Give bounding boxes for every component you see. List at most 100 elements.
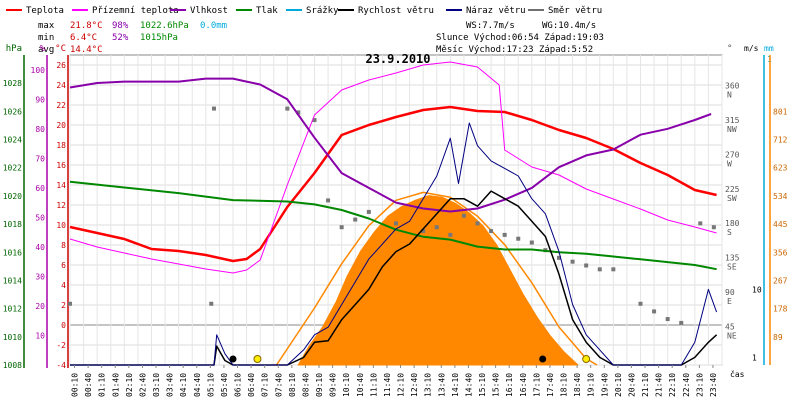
temp-axis-tick: -2 — [56, 341, 66, 350]
hpa-axis-tick: 1022 — [3, 164, 22, 173]
hpa-axis-tick: 1012 — [3, 305, 22, 314]
wind-speed-line — [70, 190, 718, 366]
stat-min-temp: 6.4°C — [70, 33, 97, 43]
humidity-axis-tick: 100 — [31, 66, 46, 75]
wind-direction-point — [516, 236, 521, 241]
x-tick-label: 00:40 — [84, 373, 93, 397]
pressure-line — [69, 180, 717, 271]
ground-temperature-line — [69, 61, 717, 274]
legend-vlhkost: Vlhkost — [190, 6, 228, 16]
x-tick-label: 20:40 — [627, 373, 636, 397]
wind-direction-point — [326, 198, 331, 203]
wind-direction-point — [679, 320, 684, 325]
direction-axis-label: ° — [727, 44, 732, 54]
x-tick-label: 08:10 — [288, 373, 297, 397]
x-tick-label: 21:40 — [655, 373, 664, 397]
temp-axis-tick: 14 — [56, 181, 66, 190]
x-tick-label: 15:40 — [492, 373, 501, 397]
direction-axis-tick: 225 — [725, 185, 740, 194]
wind-direction-point — [652, 309, 657, 314]
x-tick-label: 02:40 — [138, 373, 147, 397]
sunrise-marker-marker — [229, 355, 237, 363]
wind-direction-point — [502, 232, 507, 237]
temp-axis-tick: 18 — [56, 141, 66, 150]
x-tick-label: 05:10 — [206, 373, 215, 397]
stat-max-press: 1022.6hPa — [140, 21, 189, 31]
x-tick-label: 23:10 — [695, 373, 704, 397]
temp-axis-tick: 6 — [61, 261, 66, 270]
solar-theoretical-curve — [275, 191, 598, 366]
x-tick-label: 14:40 — [464, 373, 473, 397]
x-tick-label: 09:10 — [315, 373, 324, 397]
temp-axis-tick: 26 — [56, 61, 66, 70]
x-tick-label: 02:10 — [125, 373, 134, 397]
x-tick-label: 08:40 — [301, 373, 310, 397]
stat-max-temp: 21.8°C — [70, 21, 103, 31]
x-tick-label: 14:10 — [451, 373, 460, 397]
direction-axis-tick: W — [727, 159, 732, 168]
stat-avg-label: avg — [38, 45, 54, 55]
solar-axis-tick: 356 — [773, 248, 788, 257]
wind-direction-point — [570, 259, 575, 264]
x-tick-label: 03:40 — [166, 373, 175, 397]
hpa-axis-tick: 1010 — [3, 333, 22, 342]
x-tick-label: 04:40 — [193, 373, 202, 397]
x-tick-label: 07:40 — [274, 373, 283, 397]
solar-axis-tick: 89 — [773, 333, 783, 342]
wind-direction-point — [209, 301, 214, 306]
wind-direction-point — [366, 209, 371, 214]
wind-axis-tick: 10 — [752, 285, 762, 294]
humidity-axis-tick: 10 — [35, 331, 45, 340]
humidity-axis-tick: 40 — [35, 243, 45, 252]
stat-ws: WS:7.7m/s — [466, 21, 515, 31]
x-tick-label: 20:10 — [614, 373, 623, 397]
wind-direction-point — [353, 217, 358, 222]
x-tick-label: 07:10 — [261, 373, 270, 397]
x-tick-label: 18:40 — [573, 373, 582, 397]
stat-min-label: min — [38, 33, 54, 43]
humidity-axis-tick: 30 — [35, 272, 45, 281]
direction-axis-tick: S — [727, 228, 732, 237]
direction-axis-tick: 270 — [725, 150, 740, 159]
x-tick-label: 06:10 — [234, 373, 243, 397]
humidity-axis-tick: 50 — [35, 213, 45, 222]
wind-direction-point — [461, 213, 466, 218]
hpa-axis-tick: 1016 — [3, 248, 22, 257]
temp-axis-tick: 20 — [56, 121, 66, 130]
temp-axis-tick: 22 — [56, 101, 66, 110]
humidity-axis-tick: 70 — [35, 154, 45, 163]
wind-direction-point — [434, 225, 439, 230]
direction-axis-tick: NE — [727, 332, 737, 341]
solar-axis-tick: 178 — [773, 305, 788, 314]
temperature-line — [69, 105, 717, 263]
wind-direction-point — [638, 301, 643, 306]
humidity-line — [69, 77, 712, 213]
hpa-axis-label: hPa — [6, 44, 22, 54]
direction-axis-tick: 45 — [725, 323, 735, 332]
solar-axis-tick: 712 — [773, 136, 788, 145]
hpa-axis-tick: 1014 — [3, 276, 22, 285]
hpa-axis-tick: 1026 — [3, 107, 22, 116]
wind-axis-tick: 1 — [752, 353, 757, 362]
stat-sun: Slunce Východ:06:54 Západ:19:03 — [436, 33, 604, 43]
x-tick-label: 10:10 — [342, 373, 351, 397]
temp-axis-label: °C — [55, 44, 66, 54]
wind-direction-point — [421, 229, 426, 234]
x-tick-label: 19:10 — [587, 373, 596, 397]
direction-axis-tick: 135 — [725, 254, 740, 263]
x-tick-label: 17:10 — [532, 373, 541, 397]
x-tick-label: 19:40 — [600, 373, 609, 397]
rain-axis-label: mm — [764, 44, 774, 53]
x-tick-label: 00:10 — [71, 373, 80, 397]
x-tick-label: 13:40 — [437, 373, 446, 397]
wind-direction-point — [665, 317, 670, 322]
solar-axis-tick: 623 — [773, 164, 788, 173]
x-tick-label: 09:40 — [329, 373, 338, 397]
x-tick-label: 23:40 — [709, 373, 718, 397]
x-tick-label: 16:10 — [505, 373, 514, 397]
x-tick-label: 21:10 — [641, 373, 650, 397]
x-tick-label: 06:40 — [247, 373, 256, 397]
hpa-axis-tick: 1024 — [3, 136, 22, 145]
stat-avg-temp: 14.4°C — [70, 45, 103, 55]
wind-direction-point — [68, 301, 72, 306]
